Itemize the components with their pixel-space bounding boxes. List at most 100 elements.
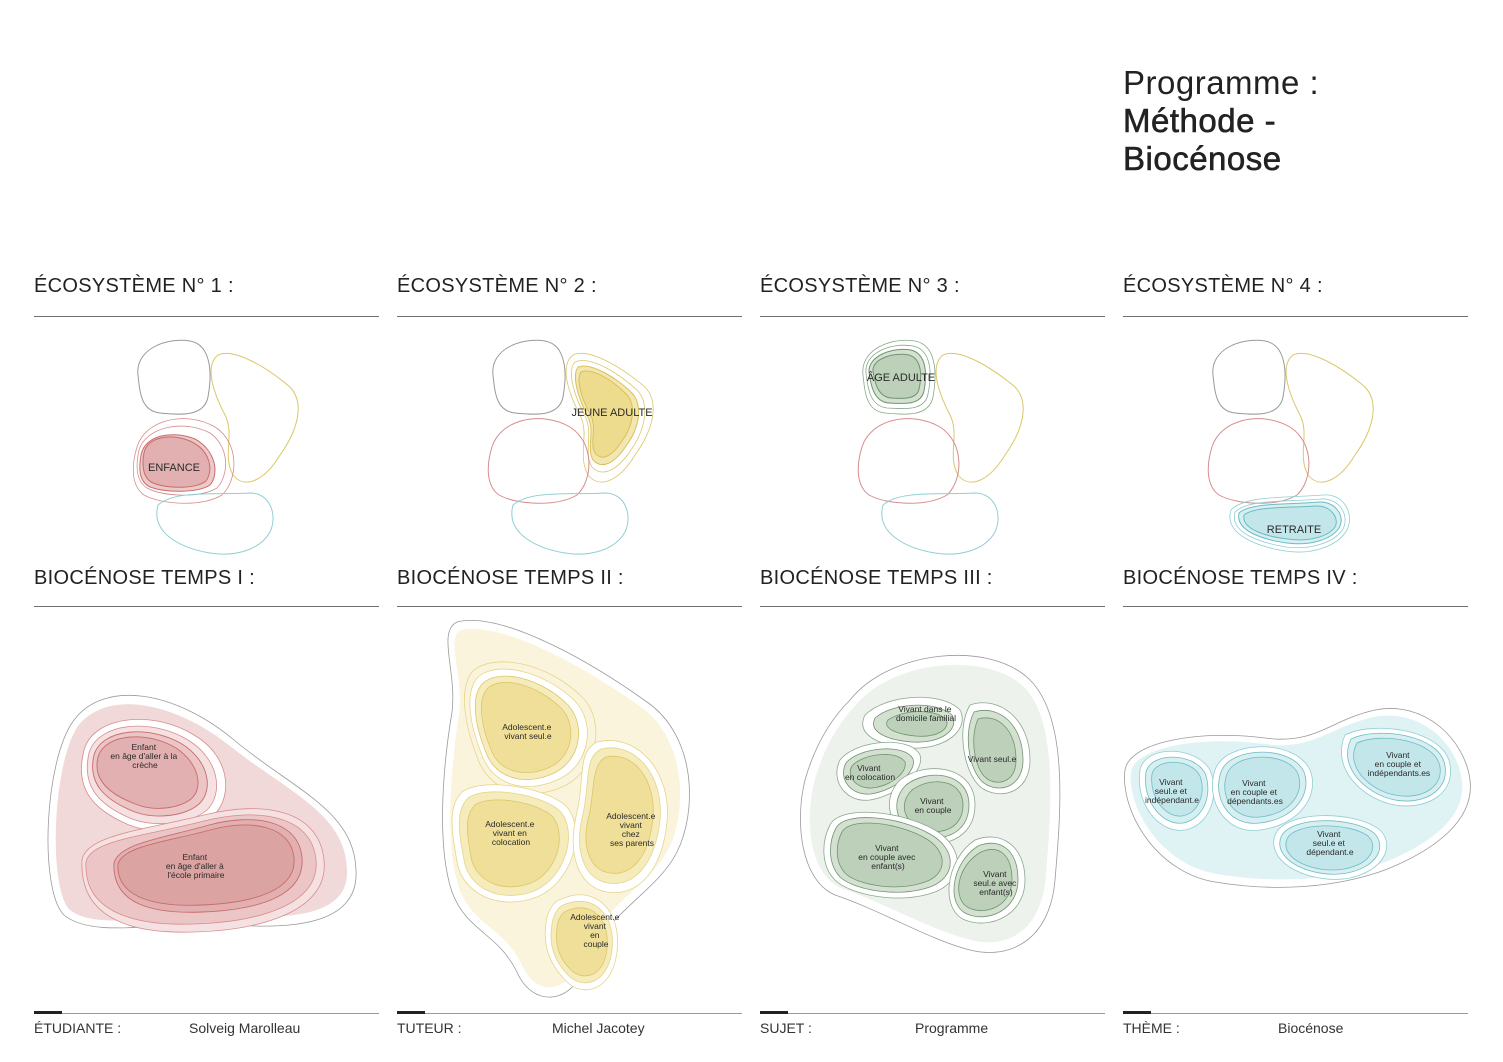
bio3-label-1: Vivant seul.e	[968, 754, 1017, 764]
crèche-core	[96, 736, 199, 809]
bio1-l0-2: crèche	[132, 760, 158, 770]
biocenose-4-diagram: Vivant seul.e et indépendant.e Vivant en…	[1115, 620, 1475, 1005]
footer-mark-2	[397, 1011, 425, 1014]
bio2-l2-2: chez	[622, 829, 640, 839]
retraite-blob-outline	[156, 492, 274, 555]
ecosystem-1-rule	[34, 316, 379, 317]
couple-dep-core	[1224, 756, 1300, 818]
enfance-outer-ring-3	[132, 418, 235, 504]
bio2-label-3: Adolescent.e vivant en couple	[570, 912, 622, 949]
ecosystem-3-label: ÂGE ADULTE	[867, 371, 935, 384]
bio3-label-5: Vivant seul.e avec enfant(s)	[973, 869, 1018, 897]
footer-student-value: Solveig Marolleau	[189, 1020, 301, 1036]
biocenose-4-rule	[1123, 606, 1468, 607]
ecosystem-4-label: RETRAITE	[1267, 524, 1321, 536]
biocenose-2-outline	[442, 620, 690, 998]
coloc-core	[849, 754, 906, 789]
bio4-label-0: Vivant seul.e et indépendant.e	[1145, 777, 1199, 805]
bio3-l1-0: Vivant seul.e	[968, 754, 1017, 764]
biocenose-1-outline	[47, 694, 357, 929]
ecosystem-2-label: JEUNE ADULTE	[571, 407, 652, 419]
bio2-l2-0: Adolescent.e	[606, 811, 655, 821]
bio3-l0-0: Vivant dans le	[898, 704, 952, 714]
bio4-l2-2: indépendants.es	[1368, 768, 1430, 778]
age-adulte-core	[872, 353, 922, 399]
jeune-adulte-core	[578, 370, 634, 458]
ecosystem-2-rule	[397, 316, 742, 317]
biocenose-3-diagram: Vivant dans le domicile familial Vivant …	[760, 620, 1105, 1005]
bio2-l2-3: ses parents	[610, 838, 654, 848]
bio1-label-1: Enfant en âge d'aller à l'école primaire	[166, 852, 226, 880]
enfance-blob-outline-2	[1207, 418, 1310, 504]
ecosystem-1-label: ENFANCE	[148, 462, 200, 474]
enfance-outer-ring-2	[136, 425, 227, 496]
jeune-adulte-blob-outline	[935, 352, 1024, 483]
jeune-adulte-outer-ring-2	[565, 353, 654, 483]
bio4-l3-1: seul.e et	[1313, 838, 1346, 848]
bio3-label-3: Vivant en couple	[915, 796, 952, 815]
footer-student-key: ÉTUDIANTE :	[34, 1020, 122, 1036]
bio4-l0-0: Vivant	[1159, 777, 1183, 787]
bio2-l0-1: vivant seul.e	[504, 731, 552, 741]
seul-core	[481, 682, 572, 773]
domicile-core	[886, 711, 948, 737]
bio3-label-0: Vivant dans le domicile familial	[896, 704, 956, 723]
couple-indep-core	[1353, 737, 1441, 797]
retraite-core	[1243, 505, 1337, 541]
footer-rule-4	[1123, 1013, 1468, 1014]
bio4-l2-0: Vivant	[1386, 750, 1410, 760]
footer-tutor-value: Michel Jacotey	[552, 1020, 645, 1036]
footer-rule-3	[760, 1013, 1105, 1014]
coloc-core	[466, 799, 560, 888]
enfance-blob-outline	[137, 339, 211, 415]
footer-theme-value: Biocénose	[1278, 1020, 1344, 1036]
couple-core	[555, 907, 608, 977]
biocenose-4-outline	[1124, 708, 1471, 888]
bio4-label-3: Vivant seul.e et dépendant.e	[1306, 829, 1354, 857]
seul-dep-core	[1285, 825, 1374, 871]
bio3-l2-1: en colocation	[845, 772, 895, 782]
bio2-l2-1: vivant	[620, 820, 643, 830]
jeune-adulte-blob-outline	[210, 352, 299, 483]
ecosystem-4-diagram: RETRAITE	[1205, 335, 1385, 560]
ecosystem-1-diagram: ENFANCE	[130, 335, 310, 560]
biocenose-2-heading: BIOCÉNOSE TEMPS II :	[397, 567, 624, 589]
biocenose-1-heading: BIOCÉNOSE TEMPS I :	[34, 567, 255, 589]
bio3-l5-1: seul.e avec	[973, 878, 1017, 888]
footer-mark-4	[1123, 1011, 1151, 1014]
ecosystem-3-rule	[760, 316, 1105, 317]
bio3-l0-1: domicile familial	[896, 713, 956, 723]
age-adulte-outer-ring-2	[862, 339, 936, 415]
bio1-label-0: Enfant en âge d'aller à la crèche	[110, 742, 179, 770]
ecosystem-3-heading: ÉCOSYSTÈME N° 3 :	[760, 275, 960, 297]
bio4-l3-2: dépendant.e	[1306, 847, 1354, 857]
bio1-l1-1: en âge d'aller à	[166, 861, 224, 871]
footer-mark-3	[760, 1011, 788, 1014]
footer-rule-2	[397, 1013, 742, 1014]
ecosystem-4-heading: ÉCOSYSTÈME N° 4 :	[1123, 275, 1323, 297]
retraite-outer-ring-2	[1229, 494, 1350, 553]
bio2-l0-0: Adolescent.e	[502, 722, 551, 732]
bio3-l4-1: en couple avec	[858, 852, 916, 862]
bio4-l1-1: en couple et	[1231, 787, 1278, 797]
seul-indep-core	[1151, 761, 1203, 817]
bio2-l3-3: couple	[583, 939, 608, 949]
biocenose-3-heading: BIOCÉNOSE TEMPS III :	[760, 567, 993, 589]
retraite-blob-outline	[511, 492, 629, 555]
bio2-label-1: Adolescent.e vivant en colocation	[485, 819, 537, 847]
seul-core	[973, 717, 1017, 783]
bio2-l1-0: Adolescent.e	[485, 819, 534, 829]
bio4-l3-0: Vivant	[1317, 829, 1341, 839]
bio1-l0-0: Enfant	[132, 742, 157, 752]
enfance-core	[142, 436, 211, 488]
biocenose-2-diagram: Adolescent.e vivant seul.e Adolescent.e …	[397, 612, 742, 1007]
enfance-blob-outline	[492, 339, 566, 415]
bio3-l3-0: Vivant	[920, 796, 944, 806]
bio2-l3-1: vivant	[584, 921, 607, 931]
age-adulte-outer-ring-1	[865, 344, 931, 410]
biocenose-2-rule	[397, 606, 742, 607]
couple-core	[903, 781, 964, 832]
retraite-blob-outline	[881, 492, 999, 555]
bio3-l5-0: Vivant	[983, 869, 1007, 879]
ecosystem-2-diagram: JEUNE ADULTE	[485, 335, 665, 560]
